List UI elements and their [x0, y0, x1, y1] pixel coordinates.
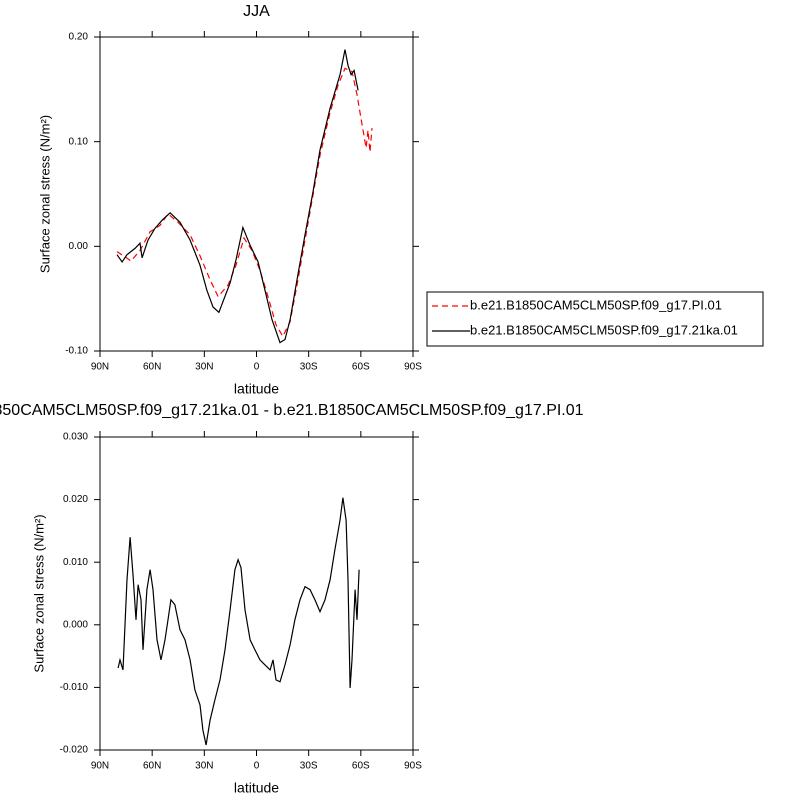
x-tick-label: 30N: [195, 362, 213, 373]
x-tick-label: 60N: [143, 362, 161, 373]
x-tick-label: 60S: [352, 761, 370, 772]
legend-label: b.e21.B1850CAM5CLM50SP.f09_g17.21ka.01: [470, 322, 738, 337]
y-tick-label: 0.20: [69, 32, 89, 43]
x-axis-label: latitude: [234, 780, 279, 796]
y-tick-label: 0.030: [63, 432, 88, 443]
x-tick-label: 90N: [91, 761, 109, 772]
y-axis-label: Surface zonal stress (N/m²): [31, 514, 46, 672]
x-tick-label: 90S: [404, 362, 422, 373]
data-line: [116, 49, 359, 344]
x-tick-label: 0: [254, 362, 260, 373]
x-axis-label: latitude: [234, 381, 279, 397]
x-tick-label: 90N: [91, 362, 109, 373]
y-tick-label: -0.020: [60, 745, 89, 756]
data-line: [116, 67, 373, 338]
chart-title: JJA: [243, 3, 270, 20]
x-tick-label: 30S: [300, 761, 318, 772]
y-tick-label: 0.10: [69, 136, 89, 147]
legend-label: b.e21.B1850CAM5CLM50SP.f09_g17.PI.01: [470, 297, 722, 312]
x-tick-label: 30S: [300, 362, 318, 373]
y-tick-label: 0.020: [63, 494, 88, 505]
data-line: [117, 497, 360, 746]
x-tick-label: 30N: [195, 761, 213, 772]
y-tick-label: 0.010: [63, 557, 88, 568]
y-tick-label: -0.010: [60, 682, 89, 693]
plot-frame: [99, 436, 414, 751]
x-tick-label: 60N: [143, 761, 161, 772]
y-tick-label: 0.00: [69, 241, 89, 252]
x-tick-label: 90S: [404, 761, 422, 772]
plot-frame: [99, 36, 414, 352]
legend-box: [426, 291, 764, 347]
x-tick-label: 60S: [352, 362, 370, 373]
chart-title: b.e21.B1850CAM5CLM50SP.f09_g17.21ka.01 -…: [0, 402, 584, 419]
y-tick-label: -0.10: [65, 346, 88, 357]
x-tick-label: 0: [254, 761, 260, 772]
y-axis-label: Surface zonal stress (N/m²): [37, 115, 52, 273]
y-tick-label: 0.000: [63, 619, 88, 630]
